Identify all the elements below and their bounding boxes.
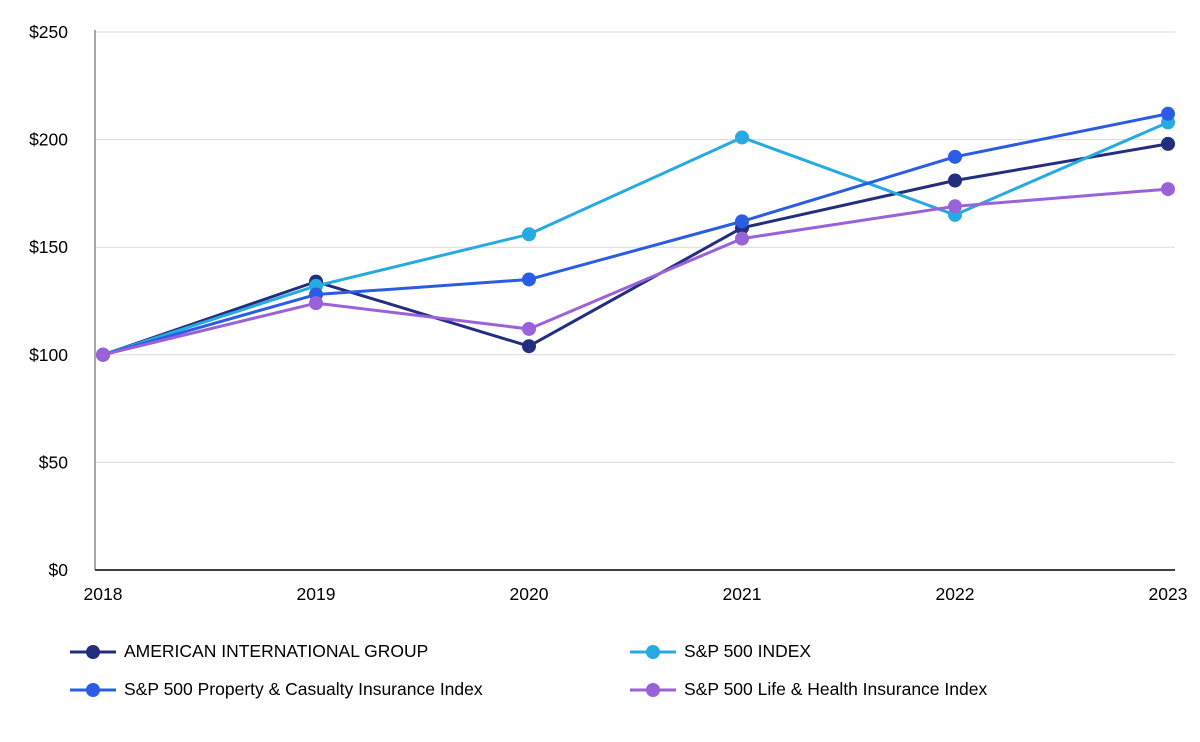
performance-line-chart: $0 $50 $100 $150 $200 $250 2018 2019 2020 2021 202…: [29, 22, 1188, 604]
series-line: [101, 142, 1170, 357]
series-point: [735, 231, 749, 246]
y-tick-label: $200: [29, 130, 68, 150]
legend-marker-icon: [630, 644, 676, 659]
legend-item: AMERICAN INTERNATIONAL GROUP: [70, 641, 630, 662]
series-point: [96, 347, 110, 362]
series-point: [1161, 136, 1175, 151]
series-point: [522, 272, 536, 287]
series-point: [522, 339, 536, 354]
series-point: [1161, 182, 1175, 197]
legend-label: AMERICAN INTERNATIONAL GROUP: [124, 641, 429, 661]
series-point: [1161, 106, 1175, 121]
x-tick-label: 2020: [510, 584, 549, 604]
series-point: [735, 214, 749, 229]
series-point: [948, 199, 962, 214]
legend-label: S&P 500 INDEX: [684, 641, 812, 661]
y-tick-label: $100: [29, 345, 68, 365]
series-point: [735, 130, 749, 145]
series-point: [948, 149, 962, 164]
legend-marker-icon: [70, 644, 116, 659]
series-line: [101, 187, 1170, 357]
y-tick-label: $50: [39, 452, 68, 472]
x-tick-label: 2021: [723, 584, 762, 604]
series-point: [522, 227, 536, 242]
y-tick-label: $250: [29, 22, 68, 42]
series-point: [309, 296, 323, 311]
x-tick-label: 2018: [84, 584, 123, 604]
x-tick-label: 2023: [1149, 584, 1188, 604]
legend-item: S&P 500 Property & Casualty Insurance In…: [70, 679, 630, 700]
series-line: [101, 120, 1170, 357]
chart-legend: AMERICAN INTERNATIONAL GROUP S&P 500 INDE…: [0, 641, 1200, 700]
legend-label: S&P 500 Property & Casualty Insurance In…: [124, 679, 483, 699]
series-line: [101, 112, 1170, 357]
legend-item: S&P 500 INDEX: [630, 641, 1200, 662]
y-tick-label: $150: [29, 237, 68, 257]
x-tick-label: 2022: [936, 584, 975, 604]
legend-label: S&P 500 Life & Health Insurance Index: [684, 679, 988, 699]
y-tick-label: $0: [49, 560, 69, 580]
series-point: [948, 173, 962, 188]
series-point: [522, 321, 536, 336]
x-tick-label: 2019: [297, 584, 336, 604]
legend-marker-icon: [70, 682, 116, 697]
legend-marker-icon: [630, 682, 676, 697]
legend-item: S&P 500 Life & Health Insurance Index: [630, 679, 1200, 700]
